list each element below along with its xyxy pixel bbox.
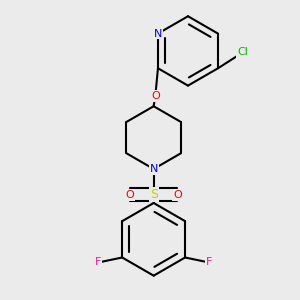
Text: O: O — [151, 91, 160, 101]
Text: N: N — [154, 28, 162, 39]
Text: O: O — [173, 190, 182, 200]
Text: S: S — [150, 188, 158, 201]
Text: N: N — [149, 164, 158, 174]
Text: O: O — [125, 190, 134, 200]
Text: Cl: Cl — [237, 47, 248, 57]
Text: F: F — [206, 257, 212, 267]
Text: F: F — [95, 257, 102, 267]
